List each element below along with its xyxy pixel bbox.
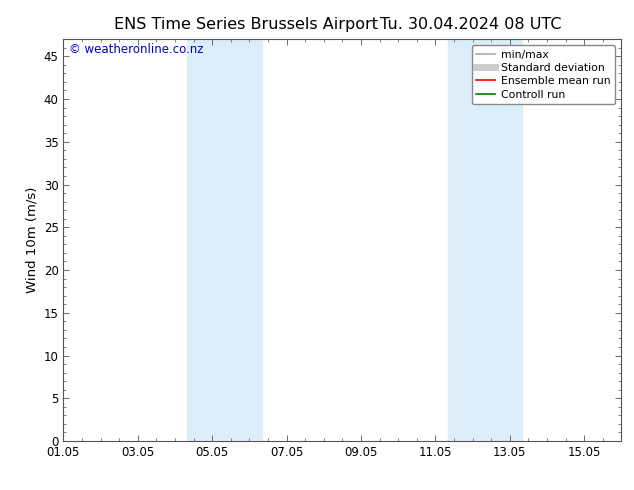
Y-axis label: Wind 10m (m/s): Wind 10m (m/s) bbox=[25, 187, 38, 294]
Text: Tu. 30.04.2024 08 UTC: Tu. 30.04.2024 08 UTC bbox=[380, 17, 562, 32]
Text: © weatheronline.co.nz: © weatheronline.co.nz bbox=[69, 43, 204, 56]
Bar bbox=[448, 39, 522, 441]
Legend: min/max, Standard deviation, Ensemble mean run, Controll run: min/max, Standard deviation, Ensemble me… bbox=[472, 46, 615, 104]
Bar bbox=[187, 39, 262, 441]
Text: ENS Time Series Brussels Airport: ENS Time Series Brussels Airport bbox=[114, 17, 378, 32]
